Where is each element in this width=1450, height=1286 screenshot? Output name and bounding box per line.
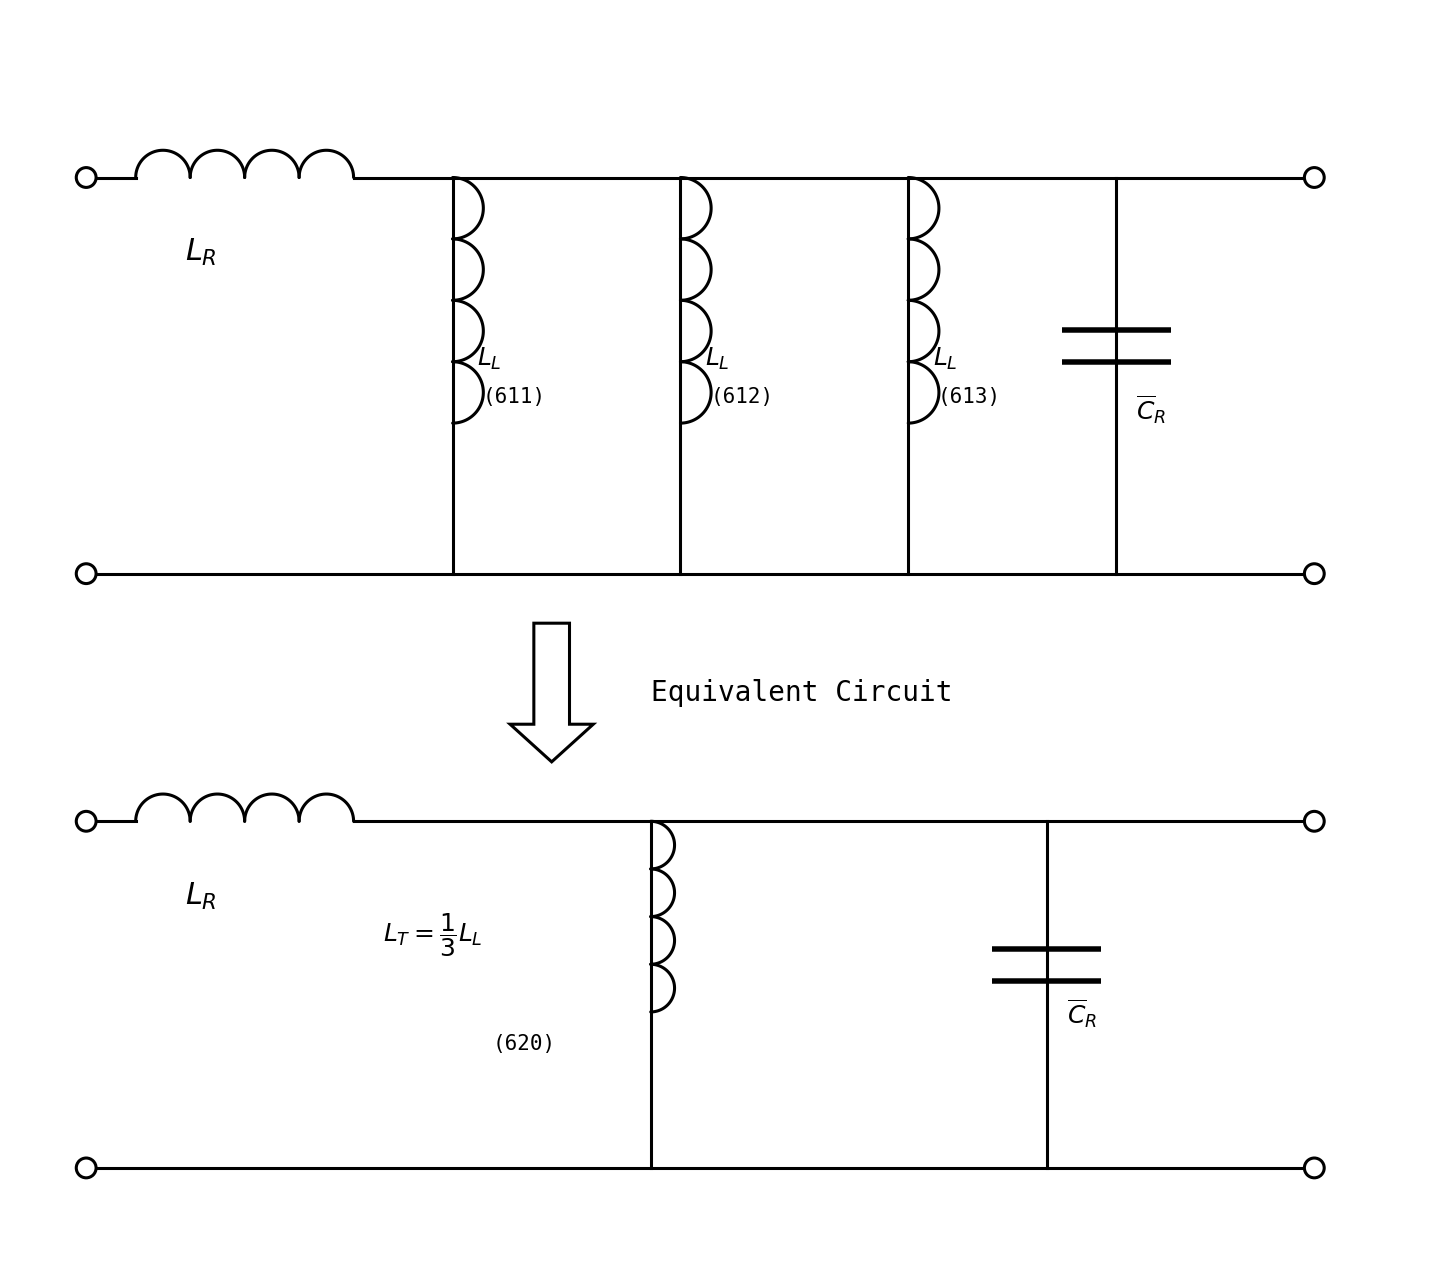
- Circle shape: [77, 563, 96, 584]
- Circle shape: [1305, 563, 1324, 584]
- Text: $L_R$: $L_R$: [186, 881, 217, 912]
- Circle shape: [77, 811, 96, 831]
- Text: $\overline{C}_R$: $\overline{C}_R$: [1135, 394, 1166, 426]
- Circle shape: [77, 167, 96, 188]
- Text: Equivalent Circuit: Equivalent Circuit: [651, 679, 953, 706]
- Text: $L_L$: $L_L$: [477, 346, 502, 372]
- Circle shape: [1305, 811, 1324, 831]
- Text: (611): (611): [483, 387, 545, 408]
- Text: (613): (613): [938, 387, 1000, 408]
- Text: (612): (612): [710, 387, 773, 408]
- Circle shape: [1305, 1157, 1324, 1178]
- Polygon shape: [510, 624, 593, 761]
- Circle shape: [1305, 167, 1324, 188]
- Text: $L_L$: $L_L$: [705, 346, 729, 372]
- Text: $L_L$: $L_L$: [932, 346, 957, 372]
- Text: $L_T = \dfrac{1}{3}L_L$: $L_T = \dfrac{1}{3}L_L$: [383, 912, 483, 959]
- Circle shape: [77, 1157, 96, 1178]
- Text: $L_R$: $L_R$: [186, 237, 217, 267]
- Text: (620): (620): [492, 1034, 555, 1055]
- Text: $\overline{C}_R$: $\overline{C}_R$: [1067, 998, 1096, 1030]
